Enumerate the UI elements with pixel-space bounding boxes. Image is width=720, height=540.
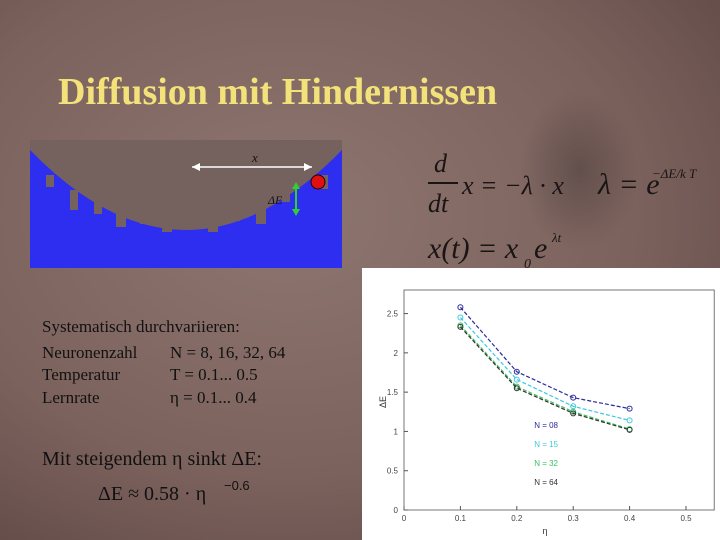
solution-subscript: 0 [524, 257, 531, 272]
param-name: Temperatur [42, 365, 120, 384]
x-axis-label: η [542, 526, 547, 536]
solution-formula: x(t) = x [427, 232, 519, 265]
y-tick-label: 1 [394, 427, 399, 436]
point [626, 417, 633, 424]
param-name: Lernrate [42, 388, 100, 407]
x-tick-label: 0.2 [511, 514, 523, 523]
plot-area [403, 289, 715, 511]
point [513, 368, 520, 375]
y-tick-label: 0 [394, 506, 399, 515]
x-tick-label: 0.5 [680, 514, 692, 523]
param-value: T = 0.1... 0.5 [170, 365, 258, 384]
x-tick-label: 0.1 [455, 514, 467, 523]
point [626, 405, 633, 412]
y-tick-label: 2 [394, 349, 399, 358]
formulas: d dt x = −λ · x λ = e −ΔE/k T x(t) = x 0… [427, 149, 697, 272]
conclusion: Mit steigendem η sinkt ΔE: [42, 448, 262, 470]
fit-exponent: −0.6 [224, 478, 250, 493]
body-text: Systematisch durchvariieren: Neuronenzah… [42, 317, 286, 505]
point [513, 376, 520, 383]
series-line [459, 306, 630, 410]
x-tick-label: 0.4 [624, 514, 636, 523]
series-line [459, 317, 630, 422]
legend-entry: N = 64 [534, 478, 558, 487]
series-line [459, 326, 630, 431]
param-value: η = 0.1... 0.4 [170, 388, 257, 407]
particle [310, 174, 326, 190]
point [570, 410, 577, 417]
legend-entry: N = 08 [534, 421, 558, 430]
y-tick-label: 1.5 [387, 388, 399, 397]
solution-base: e [534, 232, 547, 265]
fit: ΔE ≈ 0.58 · η [98, 483, 206, 505]
y-axis-label: ΔE [378, 396, 388, 408]
rate-exponent: −ΔE/k T [652, 166, 697, 181]
point [513, 385, 520, 392]
distance-label: x [251, 150, 258, 165]
barrier-diagram: x ΔE [30, 140, 342, 268]
intro: Systematisch durchvariieren: [42, 317, 240, 336]
formula-rhs: x = −λ · x [461, 171, 564, 200]
barrier-arrowheads [292, 182, 300, 216]
y-tick-label: 2.5 [387, 310, 399, 319]
energy-landscape [30, 150, 342, 268]
barrier-label: ΔE [267, 193, 283, 207]
obstacles [46, 175, 328, 232]
formula-denominator: dt [428, 189, 449, 218]
formula-numerator: d [434, 149, 448, 178]
chart: ΔE η 0 0.5 1 1.5 2 2.5 0 0.1 0.2 0.3 0.4 0.5 N = 08 N… [362, 268, 720, 540]
legend-entry: N = 15 [534, 440, 558, 449]
rate-formula: λ = e [597, 168, 660, 201]
solution-exponent: λt [551, 230, 562, 245]
slide-title: Diffusion mit Hindernissen [58, 71, 497, 113]
point [457, 314, 464, 321]
legend-entry: N = 32 [534, 459, 558, 468]
x-tick-label: 0 [402, 514, 407, 523]
param-name: Neuronenzahl [42, 343, 138, 362]
y-tick-label: 0.5 [387, 467, 399, 476]
point [626, 426, 633, 433]
background-figure [520, 90, 640, 250]
point [457, 304, 464, 311]
point [570, 394, 577, 401]
x-tick-label: 0.3 [568, 514, 580, 523]
param-value: N = 8, 16, 32, 64 [170, 343, 286, 362]
series-line [459, 324, 630, 430]
point [457, 323, 464, 330]
chart-background [362, 268, 720, 540]
